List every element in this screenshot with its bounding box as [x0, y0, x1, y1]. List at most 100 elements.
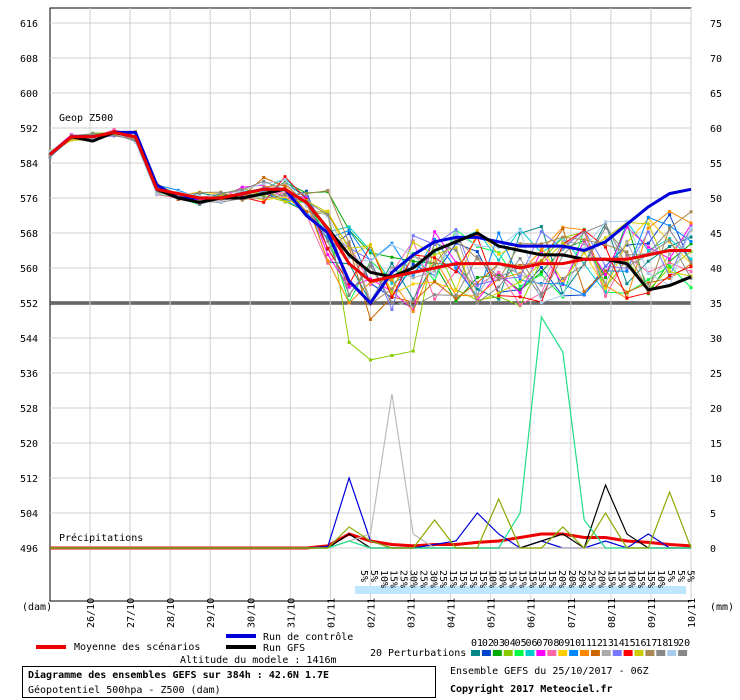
perturbation-marker: [304, 204, 308, 208]
perturbation-marker: [283, 178, 287, 181]
perturbation-id: 07: [536, 638, 548, 649]
y-left-tick-label: 576: [20, 194, 38, 205]
footer-title: Diagramme des ensembles GEFS sur 384h : …: [28, 670, 330, 681]
precip-prob-label: 15%: [447, 570, 458, 588]
perturbation-marker: [497, 297, 501, 301]
perturbation-marker: [646, 226, 650, 230]
x-tick-label: 03/11: [407, 598, 418, 628]
perturbation-marker: [689, 260, 693, 264]
perturbation-marker: [518, 295, 522, 299]
perturbation-marker: [69, 138, 73, 142]
perturbation-marker: [347, 301, 351, 305]
perturbation-marker: [326, 210, 330, 214]
perturbation-marker: [433, 274, 437, 278]
perturbation-marker: [668, 237, 672, 240]
perturbation-swatch: [536, 650, 546, 656]
perturbation-marker: [646, 249, 650, 252]
perturbation-marker: [561, 240, 565, 244]
y-right-tick-label: 65: [710, 89, 722, 100]
perturbation-marker: [689, 270, 693, 274]
perturbation-marker: [326, 213, 330, 217]
perturbation-id: 15: [624, 638, 636, 649]
perturbation-marker: [347, 231, 351, 235]
perturbation-id: 06: [526, 638, 538, 649]
perturbation-marker: [582, 228, 586, 232]
perturbation-marker: [518, 257, 522, 260]
perturbation-marker: [668, 228, 672, 232]
perturbation-marker: [497, 291, 501, 295]
perturbation-swatch: [481, 650, 491, 656]
precip-probability-labels: 5%5%10%15%25%30%25%30%25%15%15%15%15%10%…: [355, 570, 696, 594]
legend-gfs-label: Run GFS: [263, 643, 305, 654]
perturbation-marker: [625, 239, 629, 243]
y-right-tick-label: 0: [710, 544, 716, 555]
perturbation-marker: [390, 302, 394, 305]
perturbation-id: 13: [602, 638, 614, 649]
perturbation-marker: [347, 294, 351, 297]
perturbation-marker: [283, 200, 287, 204]
perturbation-marker: [390, 266, 394, 270]
perturbation-swatch: [503, 650, 513, 656]
perturbation-marker: [347, 246, 351, 250]
x-tick-label: 08/11: [607, 598, 618, 628]
perturbation-marker: [604, 222, 607, 225]
perturbation-marker: [454, 246, 458, 249]
perturbation-marker: [48, 154, 52, 158]
perturbation-swatch: [634, 650, 644, 656]
x-tick-label: 05/11: [487, 598, 498, 628]
y-left-tick-label: 560: [20, 264, 38, 275]
perturbation-marker: [668, 210, 672, 213]
perturbation-marker: [518, 278, 522, 282]
perturbation-marker: [475, 298, 479, 302]
perturbation-marker: [646, 278, 650, 282]
precip-prob-label: 15%: [388, 570, 399, 588]
perturbation-marker: [604, 286, 607, 290]
perturbation-marker: [262, 198, 266, 202]
perturbation-marker: [539, 282, 543, 285]
perturbation-marker: [91, 137, 95, 140]
perturbation-marker: [390, 308, 394, 311]
perturbation-marker: [604, 291, 607, 295]
perturbation-marker: [497, 258, 501, 262]
perturbation-marker: [326, 253, 330, 257]
perturbation-marker: [582, 263, 586, 267]
perturbation-marker: [689, 286, 693, 290]
y-left-tick-label: 592: [20, 124, 38, 135]
y-right-tick-label: 55: [710, 159, 722, 170]
perturbation-marker: [646, 259, 650, 263]
perturbation-swatch: [558, 650, 568, 656]
perturbation-marker: [198, 194, 202, 198]
perturbation-marker: [646, 230, 650, 234]
x-tick-label: 30/10: [246, 598, 257, 628]
perturbation-marker: [475, 255, 479, 259]
perturbation-marker: [582, 231, 586, 234]
perturbation-swatch: [514, 650, 524, 656]
perturbation-marker: [646, 241, 650, 245]
perturbation-marker: [518, 275, 522, 279]
x-tick-label: 02/11: [366, 598, 377, 628]
x-tick-label: 01/11: [326, 598, 337, 628]
perturbation-marker: [539, 283, 543, 287]
y-left-tick-label: 544: [20, 334, 38, 345]
perturbation-marker: [582, 251, 586, 255]
perturbation-marker: [539, 301, 543, 305]
perturbation-marker: [240, 198, 244, 202]
perturbation-marker: [369, 249, 372, 253]
footer-box: [22, 666, 436, 698]
perturbation-marker: [668, 266, 672, 270]
precip-prob-label: 15%: [516, 570, 527, 588]
perturbation-marker: [347, 225, 351, 229]
y-right-tick-label: 50: [710, 194, 722, 205]
legend-mean-label: Moyenne des scénarios: [74, 641, 200, 653]
perturbation-marker: [454, 266, 458, 270]
perturbation-marker: [604, 269, 607, 273]
y-left-tick-label: 536: [20, 369, 38, 380]
legend-control-label: Run de contrôle: [263, 631, 353, 643]
perturbation-marker: [518, 231, 522, 235]
main-runs: [49, 130, 692, 306]
perturbation-marker: [91, 132, 95, 136]
perturbation-marker: [411, 310, 415, 313]
perturbation-marker: [625, 253, 629, 257]
perturbation-marker: [411, 282, 415, 286]
